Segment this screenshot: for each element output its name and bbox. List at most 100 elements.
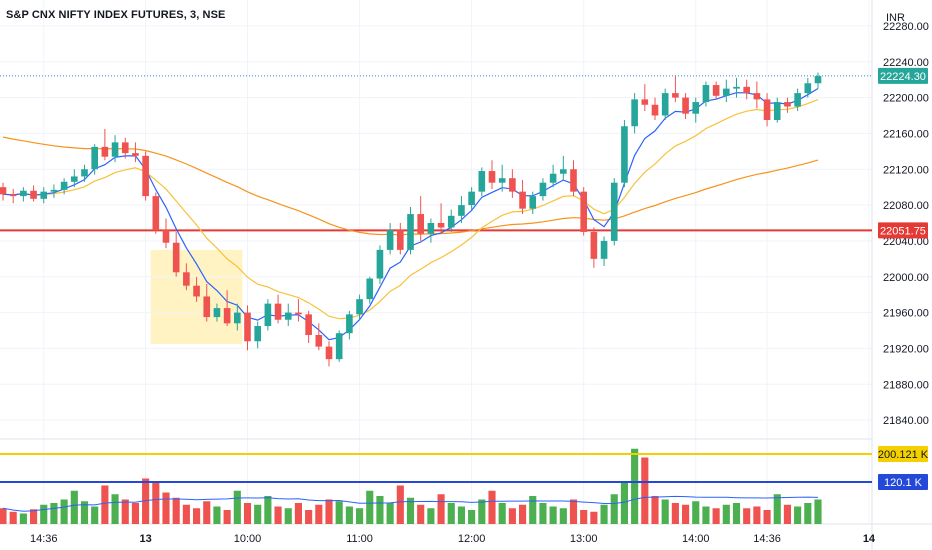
time-axis[interactable]: 14:36 13 10:00 11:00 12:00 13:00 14:00 14:36 14	[30, 533, 876, 545]
ema-slow-line	[2, 99, 819, 320]
candle	[560, 155, 567, 180]
last-price-tag: 22224.30	[878, 67, 928, 84]
candle	[437, 203, 445, 234]
volume-bar	[70, 490, 78, 524]
candle-body	[60, 181, 68, 190]
volume-bar	[641, 457, 649, 524]
candle-body	[254, 326, 261, 342]
candle	[172, 231, 180, 277]
candle	[570, 160, 577, 197]
time-tick-label: 14:36	[753, 533, 781, 545]
candle	[284, 303, 292, 327]
volume-bar	[580, 510, 588, 524]
candle	[386, 223, 394, 255]
candle-body	[121, 142, 129, 154]
time-tick-label: 14:36	[30, 533, 58, 545]
volume-bar	[142, 478, 150, 524]
candle-body	[580, 191, 587, 232]
candle-body	[702, 85, 710, 103]
price-tick-label: 21960.00	[883, 308, 929, 320]
price-tick-label: 21880.00	[883, 379, 929, 391]
candle	[264, 299, 272, 331]
price-labels: 22224.30 22051.75 200.121 K 120.1 K	[878, 67, 929, 490]
volume-bar	[753, 506, 761, 524]
candle-body	[152, 196, 160, 231]
candle	[346, 310, 353, 340]
candle-body	[661, 93, 669, 116]
candle-body	[315, 334, 323, 347]
currency-label[interactable]: INR	[886, 12, 905, 24]
candle	[458, 196, 465, 223]
volume-bar	[80, 501, 89, 524]
candle-body	[50, 189, 58, 192]
candle	[30, 185, 37, 202]
volume-bar	[539, 503, 547, 524]
candle-body	[81, 169, 88, 177]
price-tick-label: 22080.00	[883, 200, 929, 212]
candle-body	[784, 102, 791, 107]
volume-bar	[325, 499, 333, 524]
volume-bar	[264, 496, 272, 524]
volume-bar	[427, 508, 435, 524]
volume-bar	[305, 510, 313, 524]
candle	[753, 81, 761, 109]
volume-bar	[610, 494, 618, 524]
candle-body	[376, 249, 384, 279]
volume-bar	[518, 504, 527, 524]
candle-body	[244, 312, 251, 342]
candle	[50, 184, 58, 198]
time-tick-label: 12:00	[458, 533, 486, 545]
volume-bar	[131, 503, 140, 524]
price-lines[interactable]	[0, 75, 872, 232]
volume-bar	[233, 490, 241, 524]
candle	[121, 137, 129, 159]
candle	[305, 310, 312, 344]
candle-body	[172, 242, 180, 273]
volume-bar	[590, 511, 598, 524]
candle-body	[284, 312, 292, 320]
candle	[356, 294, 363, 320]
candle-body	[203, 296, 211, 318]
volume-bar	[203, 501, 211, 524]
candle	[672, 75, 679, 103]
candle	[549, 164, 557, 188]
candle-body	[20, 190, 27, 197]
candle	[132, 142, 139, 163]
candle	[580, 187, 587, 236]
candle-body	[162, 230, 170, 243]
candles	[0, 72, 822, 367]
candle-body	[101, 146, 109, 157]
support-price-tag-bg	[878, 222, 928, 239]
volume-bar	[569, 499, 578, 524]
candle	[600, 236, 608, 266]
volume-bar	[294, 503, 303, 524]
candle-body	[498, 178, 506, 183]
volume-bar	[40, 504, 48, 524]
candle-body	[814, 76, 822, 84]
volume-bar	[101, 485, 109, 524]
volume-bar	[366, 490, 374, 524]
volume-bar	[692, 501, 700, 524]
candle-body	[753, 93, 761, 100]
candle	[152, 192, 160, 234]
candle	[784, 97, 791, 113]
candle-body	[356, 299, 363, 315]
candle-body	[682, 97, 689, 114]
candle	[794, 88, 801, 112]
volume-pane	[0, 448, 872, 524]
candle-body	[458, 205, 465, 216]
candle	[651, 97, 659, 120]
candle	[519, 180, 526, 215]
candle-body	[30, 190, 37, 199]
candle	[101, 128, 109, 161]
time-tick-label: 13	[140, 533, 152, 545]
candle	[335, 330, 343, 362]
candle-body	[305, 314, 312, 335]
price-tick-label: 22040.00	[883, 236, 929, 248]
candle	[20, 187, 27, 202]
price-axis[interactable]: 22280.00 22240.00 22200.00 22160.00 22120.00…	[883, 21, 929, 427]
price-tick-label: 22200.00	[883, 93, 929, 105]
candle	[488, 160, 496, 189]
volume-bar	[773, 494, 781, 524]
